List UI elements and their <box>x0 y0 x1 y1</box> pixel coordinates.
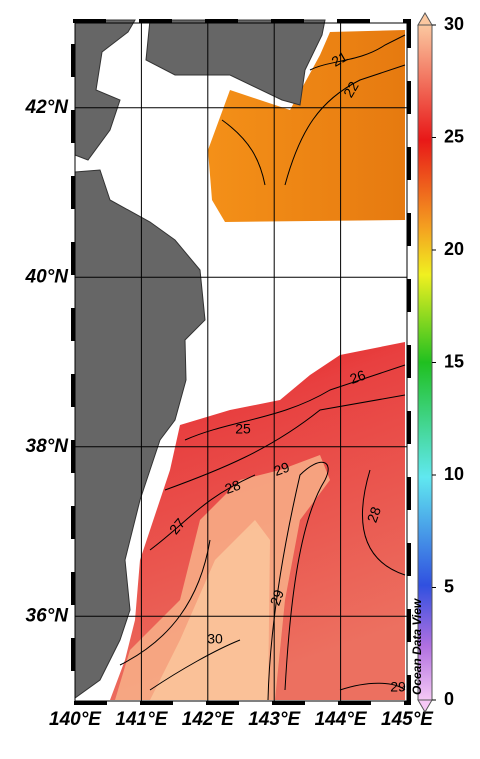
contour-line <box>309 34 406 71</box>
x-tick-label: 143°E <box>248 709 301 730</box>
y-tick-label: 38°N <box>26 436 70 457</box>
contour-label: 29 <box>267 587 287 607</box>
warm-core-inner <box>150 520 270 700</box>
contour-label: 21 <box>329 48 351 70</box>
colorbar-arrow <box>417 12 433 26</box>
contour-label: 29 <box>390 679 406 695</box>
contour-label: 30 <box>207 631 223 647</box>
contour-line <box>149 639 241 691</box>
land <box>74 19 326 699</box>
contour-label: 22 <box>340 78 362 100</box>
contour-line <box>361 469 406 576</box>
contour-line <box>184 364 406 441</box>
contours <box>119 34 406 701</box>
contour-label: 28 <box>364 504 384 524</box>
land-mass <box>74 19 136 161</box>
contour-line <box>164 394 406 491</box>
land-mass <box>145 19 326 106</box>
colorbar-tick-label: 5 <box>444 576 454 596</box>
colorbar-tick-label: 30 <box>444 14 464 34</box>
map-frame-dash <box>71 19 411 705</box>
colorbar-tick-label: 15 <box>444 351 464 371</box>
contour-label: 25 <box>235 421 251 437</box>
colorbar-tick-label: 0 <box>444 689 454 709</box>
contour-line <box>267 461 329 701</box>
watermark: Ocean Data View <box>410 598 424 695</box>
contour-label: 28 <box>223 477 243 497</box>
contour-line <box>284 64 406 186</box>
y-tick-label: 42°N <box>25 97 70 118</box>
y-tick-label: 40°N <box>25 266 70 287</box>
contour-label: 29 <box>272 459 292 479</box>
x-tick-label: 141°E <box>115 709 168 730</box>
x-tick-label: 142°E <box>182 709 235 730</box>
x-tick-label: 140°E <box>49 709 102 730</box>
north-field <box>208 30 405 222</box>
colorbar-arrow <box>417 699 433 713</box>
x-tick-label: 145°E <box>381 709 434 730</box>
contour-line <box>339 682 406 691</box>
colorbar-tick-label: 10 <box>444 464 464 484</box>
y-tick-label: 36°N <box>26 605 70 626</box>
colorbar-tick-label: 25 <box>444 126 464 146</box>
land-mass <box>74 169 206 699</box>
x-tick-label: 144°E <box>315 709 368 730</box>
colorbar-tick-label: 20 <box>444 239 464 259</box>
contour-line <box>149 474 256 551</box>
contour-label: 26 <box>348 367 368 387</box>
contour-line <box>119 539 211 666</box>
contour-line <box>221 119 266 186</box>
